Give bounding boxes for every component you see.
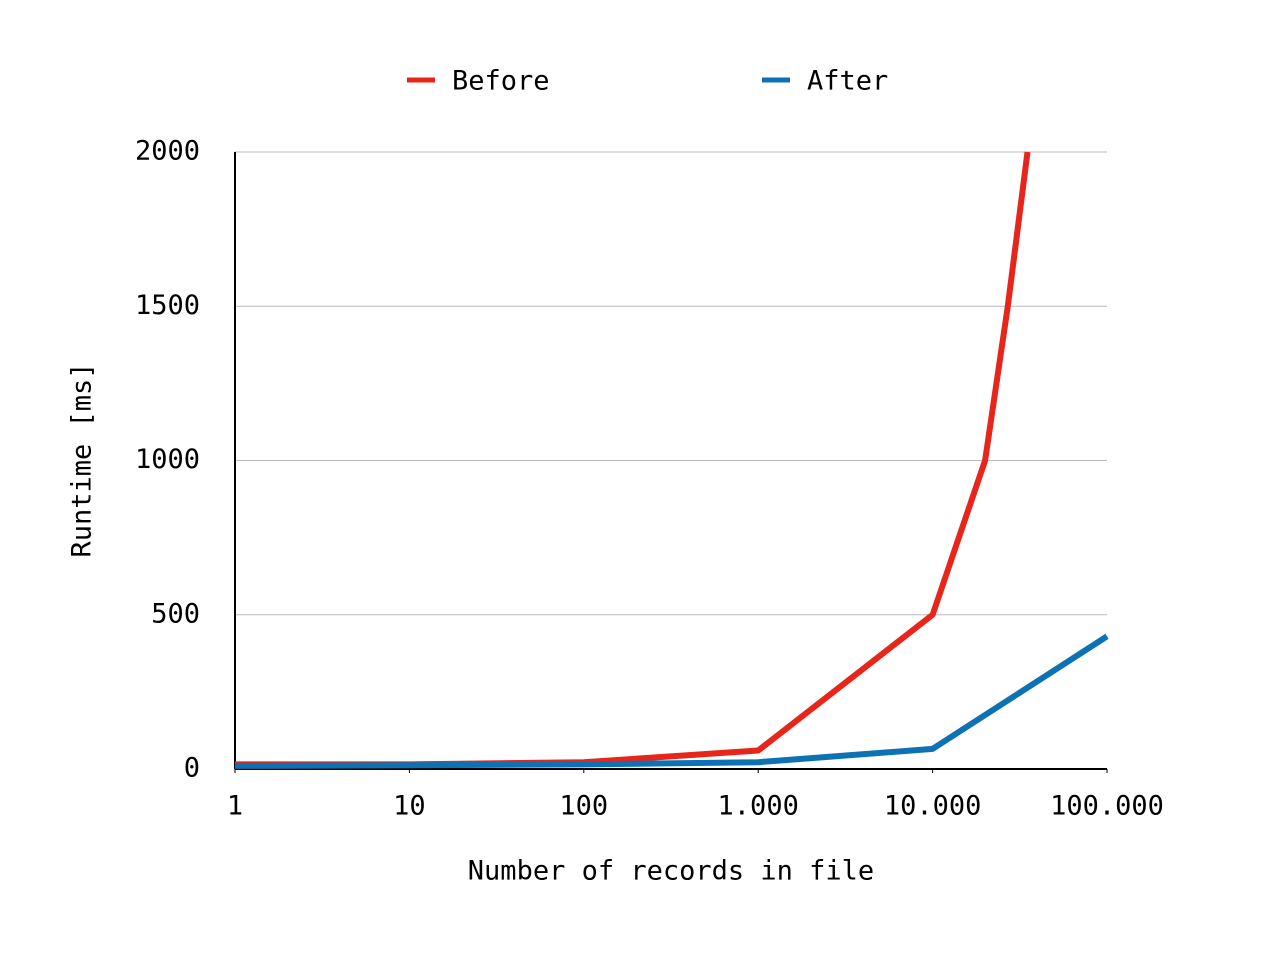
x-tick-label: 1.000 <box>718 791 799 822</box>
x-tick-label: 1 <box>227 791 243 822</box>
x-axis-label: Number of records in file <box>468 856 874 887</box>
x-tick-label: 100.000 <box>1050 791 1164 822</box>
y-tick-label: 1500 <box>135 290 200 321</box>
y-axis-label: Runtime [ms] <box>67 362 98 557</box>
y-tick-label: 2000 <box>135 136 200 167</box>
y-tick-label: 0 <box>184 753 200 784</box>
data-line <box>235 151 1031 768</box>
y-tick-label: 500 <box>151 598 200 629</box>
x-tick-label: 10 <box>393 791 426 822</box>
x-tick-label: 10.000 <box>884 791 982 822</box>
data-line <box>234 633 1109 769</box>
legend-label: After <box>807 66 888 97</box>
legend-label: Before <box>452 66 550 97</box>
x-tick-label: 100 <box>559 791 608 822</box>
y-tick-label: 1000 <box>135 444 200 475</box>
